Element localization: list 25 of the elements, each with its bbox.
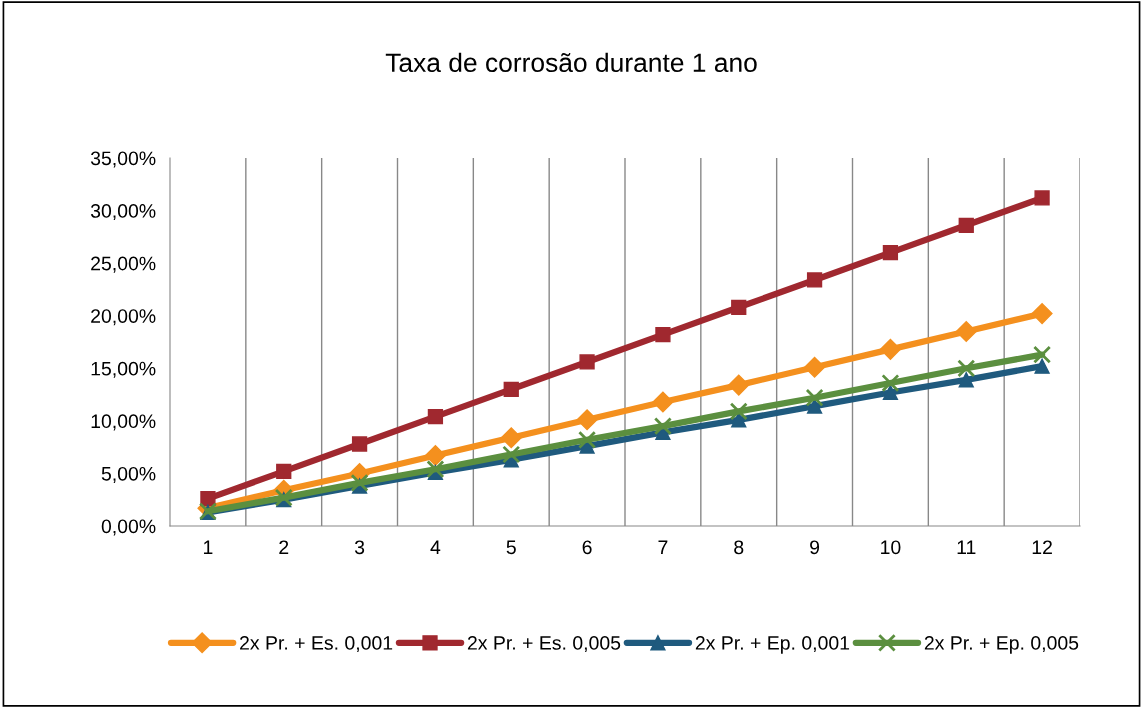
x-tick-label: 10 [881,540,901,555]
y-tick-label: 15,00% [91,361,156,378]
legend-label: 2x Pr. + Ep. 0,005 [924,636,1079,654]
y-tick-label: 25,00% [91,256,156,273]
legend-label: 2x Pr. + Es. 0,005 [467,636,621,653]
x-tick-label: 2 [279,540,289,554]
x-tick-label: 12 [1032,540,1052,554]
y-tick-label: 0,00% [101,519,156,536]
x-tick-label: 11 [957,540,976,554]
y-tick-label: 20,00% [91,309,156,326]
x-tick-label: 5 [506,540,516,555]
y-tick-label: 5,00% [101,466,156,483]
y-tick-label: 35,00% [90,151,156,168]
x-tick-label: 8 [734,540,744,555]
x-tick-label: 6 [582,540,592,555]
legend-label: 2x Pr. + Es. 0,001 [240,636,393,653]
x-tick-label: 1 [203,540,213,554]
y-tick-label: 10,00% [91,414,156,431]
chart-title: Taxa de corrosão durante 1 ano [385,52,757,73]
legend-label: 2x Pr. + Ep. 0,001 [695,636,850,654]
x-tick-label: 4 [430,540,441,554]
y-tick-label: 30,00% [90,204,156,221]
x-tick-label: 3 [354,540,365,555]
x-tick-label: 9 [810,540,820,555]
x-tick-label: 7 [658,540,668,554]
